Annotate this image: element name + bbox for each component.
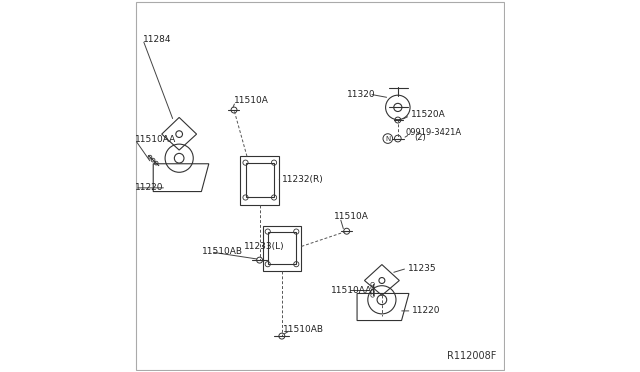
Text: 09919-3421A: 09919-3421A xyxy=(405,128,461,137)
Text: 11510AB: 11510AB xyxy=(202,247,243,256)
Text: N: N xyxy=(385,135,390,142)
Text: (2): (2) xyxy=(415,133,426,142)
Text: 11235: 11235 xyxy=(408,264,436,273)
Text: 11284: 11284 xyxy=(143,35,172,44)
Text: 11510AA: 11510AA xyxy=(135,135,176,144)
Text: 11320: 11320 xyxy=(347,90,376,99)
Text: 11520A: 11520A xyxy=(411,110,445,119)
Text: 11510AA: 11510AA xyxy=(331,286,372,295)
Text: 11220: 11220 xyxy=(135,183,164,192)
Text: R112008F: R112008F xyxy=(447,351,496,361)
Text: 11510A: 11510A xyxy=(234,96,269,105)
Text: 11232(R): 11232(R) xyxy=(282,175,324,184)
Text: 11510A: 11510A xyxy=(334,212,369,221)
Text: 11220: 11220 xyxy=(412,307,441,315)
Text: 11233(L): 11233(L) xyxy=(244,242,285,251)
Text: 11510AB: 11510AB xyxy=(283,325,324,334)
